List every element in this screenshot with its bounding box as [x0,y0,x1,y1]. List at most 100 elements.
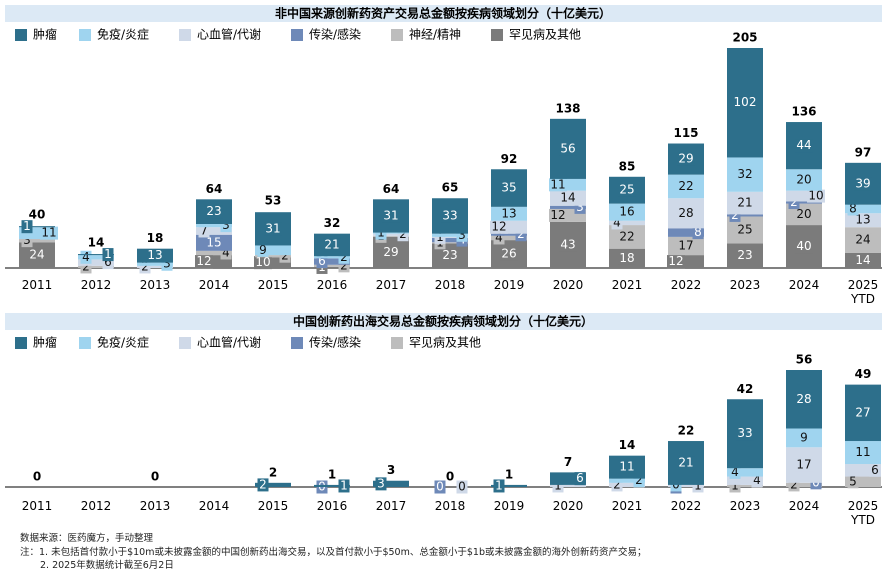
label-bg [795,240,813,254]
total-label: 1 [328,467,336,481]
x-tick-label: 2024 [788,499,820,513]
label-bg [198,224,210,238]
bar-segment [491,235,527,241]
bar-segment [786,201,822,204]
bar-segment [314,256,350,259]
label-bg [205,205,223,219]
label-bg [139,260,151,274]
data-label: 4 [613,215,621,229]
bar-segment [78,265,114,268]
title-band [5,5,882,22]
total-label: 14 [88,235,105,249]
label-bg [102,256,114,270]
total-label: 138 [555,101,580,115]
bar-segment [609,478,645,483]
bar-segment [432,236,468,238]
bar-segment [550,484,586,487]
label-bg [382,209,400,223]
total-label: 85 [619,159,636,173]
label-bg [549,178,567,192]
x-tick-label: 2015 [257,499,289,513]
data-label: 2 [281,249,289,263]
legend-label: 神经/精神 [409,28,461,42]
data-label: 2 [340,258,348,272]
data-label: 12 [550,208,565,222]
data-label: 6 [318,254,326,268]
total-label: 14 [619,438,636,452]
bar-segment [491,233,527,236]
label-bg [40,226,58,240]
label-bg [736,168,754,182]
data-label: 2 [141,259,149,273]
legend-swatch [179,29,191,41]
data-label: 4 [222,245,230,259]
legend-label: 免疫/炎症 [97,27,149,42]
bar-segment [137,265,173,268]
label-bg [434,230,446,244]
data-label: 23 [442,248,457,262]
label-bg [611,478,623,492]
x-tick-label: 2016 [316,278,348,292]
x-tick-label: 2025 YTD [847,499,879,527]
label-bg [677,456,695,470]
note: 注：1. 未包括首付款小于$10m或未披露金额的中国创新药出海交易，以及首付款小… [20,547,647,558]
data-label: 6 [871,463,879,477]
legend-swatch [291,337,303,349]
label-bg [854,213,872,227]
bar-segment [727,476,763,485]
bar-segment [196,227,232,235]
label-bg [854,253,872,267]
data-label: 3 [163,257,171,271]
data-label: 29 [383,245,398,259]
x-tick-label: 2014 [198,499,230,513]
data-label: 2 [731,208,739,222]
label-bg [397,228,409,242]
label-bg [382,245,400,259]
data-label: 1 [436,230,444,244]
label-bg [677,152,695,166]
bar-segment [491,484,527,487]
data-label: 25 [619,183,634,197]
bar-segment [609,220,645,226]
bar-segment [727,484,763,487]
label-bg [254,256,272,270]
bar-segment [727,214,763,217]
data-label: 18 [619,251,634,265]
data-label: 6 [104,255,112,269]
legend-label: 罕见病及其他 [409,335,481,350]
label-bg [729,479,741,493]
data-label: 4 [82,250,90,264]
data-label: 17 [796,458,811,472]
x-tick-label: 2018 [434,499,466,513]
data-label: 20 [796,207,811,221]
data-label: 2 [635,473,643,487]
label-bg [788,478,800,492]
total-label: 115 [673,126,698,140]
data-label: 3 [23,233,31,247]
x-tick-label: 2013 [139,278,171,292]
legend-swatch [491,29,503,41]
label-bg [195,255,213,269]
label-bg [574,472,586,486]
bar-segment [373,235,409,237]
x-tick-label: 2012 [80,278,112,292]
label-bg [807,189,825,203]
data-label: 0 [436,480,444,494]
bar-segment [609,482,645,487]
data-label: 22 [678,179,693,193]
label-bg [854,406,872,420]
label-bg [456,228,468,242]
total-label: 92 [501,152,518,166]
label-bg [220,246,232,260]
label-bg [559,191,577,205]
total-label: 205 [732,31,757,45]
x-tick-label: 2023 [729,499,761,513]
label-bg [854,177,872,191]
data-label: 1 [554,478,562,492]
bar-segment [255,245,291,256]
data-label: 17 [678,239,693,253]
total-label: 3 [387,463,395,477]
legend-label: 罕见病及其他 [509,27,581,42]
label-bg [729,465,741,479]
label-bg [611,216,623,230]
